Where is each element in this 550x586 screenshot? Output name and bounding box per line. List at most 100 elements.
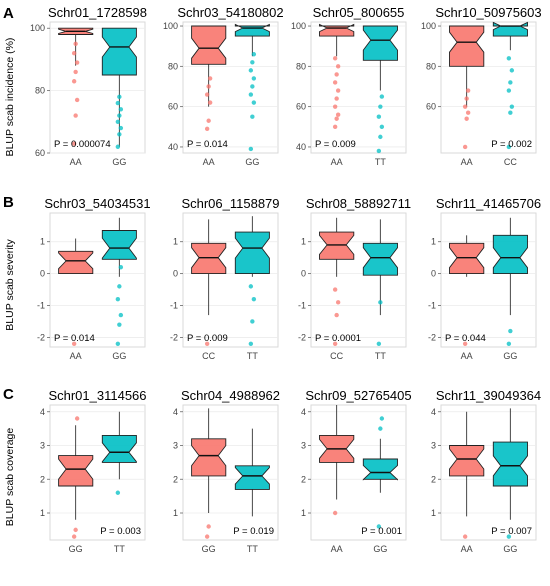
box-gg (101, 27, 137, 76)
outlier-point (332, 287, 338, 292)
box-aa (58, 250, 94, 275)
x-category-label: CC (202, 351, 215, 361)
p-value-label: P = 0.0001 (315, 333, 361, 344)
p-value-label: P = 0.009 (315, 139, 356, 150)
outlier-point (248, 284, 254, 289)
outlier-point (509, 104, 515, 109)
outlier-point (335, 300, 341, 305)
box-gg (191, 438, 227, 477)
outlier-point (379, 94, 385, 99)
outlier-point (73, 113, 78, 118)
y-tick-label: 80 (426, 61, 436, 71)
outlier-point (206, 84, 211, 89)
box-aa (449, 25, 485, 67)
y-tick-label: 100 (421, 21, 436, 31)
outlier-point (335, 112, 341, 117)
outlier-point (378, 104, 383, 109)
outlier-point (251, 76, 257, 81)
panel-6: -2 -1 0 1 Schr06_1158879 CC TT P = 0.009 (170, 196, 280, 361)
outlier-point (509, 68, 515, 73)
y-tick-label: 3 (301, 441, 306, 451)
y-tick-label: 4 (301, 407, 306, 417)
outlier-point (508, 110, 513, 115)
outlier-point (74, 97, 80, 103)
y-tick-label: -1 (170, 301, 178, 311)
outlier-point (71, 79, 77, 84)
panel-title: Schr08_58892711 (306, 196, 411, 211)
x-category-label: GG (373, 544, 387, 554)
y-tick-label: -1 (37, 301, 45, 311)
p-value-label: P = 0.000074 (54, 139, 111, 150)
outlier-point (115, 296, 121, 302)
p-value-label: P = 0.007 (491, 526, 532, 537)
y-tick-label: 80 (35, 86, 45, 96)
panel-8: -2 -1 0 1 Schr11_41465706 AA GG P = 0.044 (428, 196, 541, 361)
outlier-point (117, 132, 122, 137)
y-tick-label: 60 (168, 102, 178, 112)
p-value-label: P = 0.003 (100, 526, 141, 537)
outlier-point (332, 510, 338, 516)
y-tick-label: 80 (296, 61, 306, 71)
panel-title: Schr11_39049364 (436, 388, 541, 403)
y-tick-label: 4 (40, 407, 45, 417)
y-tick-label: 100 (291, 21, 306, 31)
box-cc (191, 242, 227, 275)
outlier-point (379, 124, 385, 129)
y-tick-label: 3 (431, 441, 436, 451)
row-label-b: B (3, 194, 14, 211)
outlier-point (506, 56, 512, 61)
x-category-label: AA (331, 544, 343, 554)
outlier-point (248, 92, 254, 97)
outlier-point (250, 114, 255, 119)
panel-frame (440, 21, 537, 154)
row-labels: A B C (3, 5, 14, 403)
y-tick-label: 1 (431, 508, 436, 518)
outlier-point (335, 64, 341, 69)
y-tick-label: 2 (40, 474, 45, 484)
x-category-label: AA (461, 351, 473, 361)
outlier-point (332, 341, 338, 347)
y-tick-label: 0 (40, 269, 45, 279)
outlier-point (248, 146, 254, 152)
outlier-point (206, 118, 211, 123)
outlier-point (115, 490, 121, 495)
y-tick-label: -2 (37, 332, 45, 342)
panel-3: 40 60 80 100 Schr05_800655 AA TT P = 0.009 (291, 5, 407, 167)
x-category-label: GG (503, 544, 517, 554)
outlier-point (118, 265, 124, 270)
panel-frame (310, 404, 407, 541)
y-tick-label: -2 (428, 332, 436, 342)
outlier-point (378, 134, 383, 140)
outlier-point (334, 96, 339, 101)
outlier-point (250, 84, 255, 89)
row-label-a: A (3, 5, 14, 22)
row-y-axis-labels: BLUP scab incidence (%) BLUP scab severi… (4, 38, 16, 527)
x-category-label: GG (112, 351, 126, 361)
panel-frame (310, 21, 407, 154)
box-tt (362, 242, 398, 276)
outlier-point (332, 80, 338, 85)
box-cc (492, 21, 528, 37)
outlier-point (506, 144, 512, 150)
p-value-label: P = 0.009 (187, 333, 228, 344)
outlier-point (332, 56, 338, 61)
outlier-point (462, 104, 468, 109)
outlier-point (71, 534, 77, 539)
y-tick-label: 4 (173, 407, 178, 417)
panel-title: Schr05_800655 (313, 5, 405, 20)
outlier-point (117, 322, 122, 327)
outlier-point (464, 96, 469, 101)
y-tick-label: -2 (298, 332, 306, 342)
p-value-label: P = 0.002 (491, 139, 532, 150)
x-category-label: AA (461, 544, 473, 554)
y-tick-label: 100 (30, 23, 45, 33)
outlier-point (508, 328, 513, 334)
p-value-label: P = 0.019 (233, 526, 274, 537)
y-tick-label: 4 (431, 407, 436, 417)
